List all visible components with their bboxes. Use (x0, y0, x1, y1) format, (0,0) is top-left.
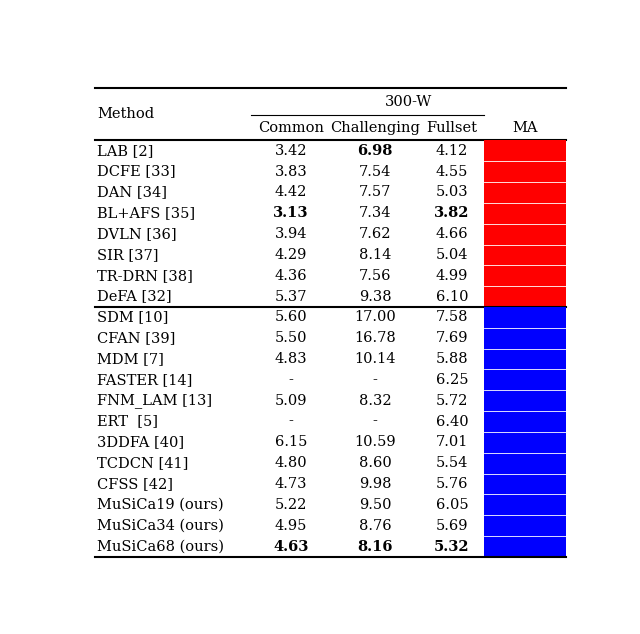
Text: 6.40: 6.40 (436, 415, 468, 429)
Text: 4.73: 4.73 (275, 477, 307, 491)
Text: 300-W: 300-W (385, 95, 432, 109)
Text: 5.72: 5.72 (436, 394, 468, 408)
Text: Common: Common (258, 121, 324, 135)
Text: 9.50: 9.50 (359, 498, 392, 512)
Text: DVLN [36]: DVLN [36] (97, 227, 177, 241)
Text: MuSiCa34 (ours): MuSiCa34 (ours) (97, 519, 224, 533)
Bar (484, 140, 566, 307)
Text: 3.94: 3.94 (275, 227, 307, 241)
Text: 6.05: 6.05 (436, 498, 468, 512)
Text: 7.34: 7.34 (359, 206, 392, 220)
Text: 5.50: 5.50 (275, 331, 307, 346)
Text: 4.83: 4.83 (275, 352, 307, 366)
Text: -: - (289, 373, 293, 387)
Text: DeFA [32]: DeFA [32] (97, 290, 172, 304)
Text: 5.22: 5.22 (275, 498, 307, 512)
Text: -: - (372, 373, 378, 387)
Text: 8.16: 8.16 (357, 540, 393, 553)
Text: 4.63: 4.63 (273, 540, 308, 553)
Text: 6.98: 6.98 (357, 144, 393, 158)
Text: 10.59: 10.59 (355, 436, 396, 450)
Text: 5.69: 5.69 (436, 519, 468, 533)
Text: Method: Method (97, 107, 154, 121)
Text: 6.15: 6.15 (275, 436, 307, 450)
Text: FNM_LAM [13]: FNM_LAM [13] (97, 393, 212, 408)
Text: CFAN [39]: CFAN [39] (97, 331, 176, 346)
Text: 5.32: 5.32 (434, 540, 470, 553)
Text: 7.58: 7.58 (436, 311, 468, 325)
Bar (484, 307, 566, 557)
Text: Fullset: Fullset (426, 121, 477, 135)
Text: 7.57: 7.57 (359, 185, 391, 200)
Text: ERT  [5]: ERT [5] (97, 415, 158, 429)
Text: 9.98: 9.98 (359, 477, 392, 491)
Text: 8.60: 8.60 (359, 456, 392, 470)
Text: 5.88: 5.88 (436, 352, 468, 366)
Text: 7.01: 7.01 (436, 436, 468, 450)
Text: 4.80: 4.80 (275, 456, 307, 470)
Text: 9.38: 9.38 (359, 290, 392, 304)
Text: 7.56: 7.56 (359, 269, 392, 283)
Text: 7.69: 7.69 (436, 331, 468, 346)
Text: 5.76: 5.76 (436, 477, 468, 491)
Text: 8.32: 8.32 (359, 394, 392, 408)
Text: TR-DRN [38]: TR-DRN [38] (97, 269, 193, 283)
Text: 3DDFA [40]: 3DDFA [40] (97, 436, 184, 450)
Text: MA: MA (513, 121, 538, 135)
Text: SIR [37]: SIR [37] (97, 248, 159, 262)
Text: LAB [2]: LAB [2] (97, 144, 154, 158)
Text: 3.82: 3.82 (435, 206, 470, 220)
Text: 8.76: 8.76 (359, 519, 392, 533)
Text: TCDCN [41]: TCDCN [41] (97, 456, 189, 470)
Text: DAN [34]: DAN [34] (97, 185, 168, 200)
Text: 5.37: 5.37 (275, 290, 307, 304)
Text: DCFE [33]: DCFE [33] (97, 165, 176, 179)
Text: 7.54: 7.54 (359, 165, 391, 179)
Text: 5.04: 5.04 (436, 248, 468, 262)
Text: 4.95: 4.95 (275, 519, 307, 533)
Text: 3.42: 3.42 (275, 144, 307, 158)
Text: 4.36: 4.36 (275, 269, 307, 283)
Text: -: - (289, 415, 293, 429)
Text: 8.14: 8.14 (359, 248, 391, 262)
Text: 4.99: 4.99 (436, 269, 468, 283)
Text: MDM [7]: MDM [7] (97, 352, 164, 366)
Text: 4.12: 4.12 (436, 144, 468, 158)
Text: 4.29: 4.29 (275, 248, 307, 262)
Text: 6.10: 6.10 (436, 290, 468, 304)
Text: 4.66: 4.66 (436, 227, 468, 241)
Text: 4.55: 4.55 (436, 165, 468, 179)
Text: 5.09: 5.09 (275, 394, 307, 408)
Text: 16.78: 16.78 (355, 331, 396, 346)
Text: CFSS [42]: CFSS [42] (97, 477, 173, 491)
Text: 4.42: 4.42 (275, 185, 307, 200)
Text: 5.03: 5.03 (436, 185, 468, 200)
Text: SDM [10]: SDM [10] (97, 311, 169, 325)
Text: 3.83: 3.83 (275, 165, 307, 179)
Text: Challenging: Challenging (330, 121, 420, 135)
Text: 6.25: 6.25 (436, 373, 468, 387)
Text: -: - (372, 415, 378, 429)
Text: 5.54: 5.54 (436, 456, 468, 470)
Text: 7.62: 7.62 (359, 227, 392, 241)
Text: 3.13: 3.13 (273, 206, 308, 220)
Text: 17.00: 17.00 (355, 311, 396, 325)
Text: FASTER [14]: FASTER [14] (97, 373, 193, 387)
Text: 5.60: 5.60 (275, 311, 307, 325)
Text: MuSiCa19 (ours): MuSiCa19 (ours) (97, 498, 224, 512)
Text: MuSiCa68 (ours): MuSiCa68 (ours) (97, 540, 225, 553)
Text: BL+AFS [35]: BL+AFS [35] (97, 206, 195, 220)
Text: 10.14: 10.14 (355, 352, 396, 366)
